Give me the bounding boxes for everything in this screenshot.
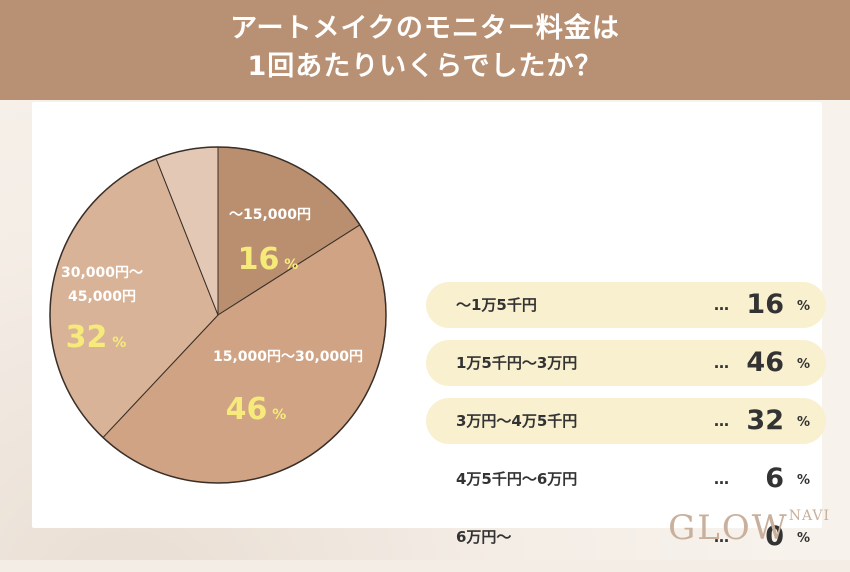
legend-label: 〜1万5千円 xyxy=(456,296,537,314)
legend-row: 3万円〜4万5千円 … 32% xyxy=(426,398,826,444)
pie-outline xyxy=(49,146,387,484)
legend-dots: … xyxy=(714,354,729,372)
legend-row: 6万円〜 … 0% xyxy=(426,514,826,560)
legend-dots: … xyxy=(714,470,729,488)
legend-value: 6 xyxy=(765,463,784,494)
legend-unit: % xyxy=(796,415,810,430)
slice-value-1: 46 % xyxy=(226,392,287,427)
legend-label: 6万円〜 xyxy=(456,528,512,546)
legend-unit: % xyxy=(796,299,810,314)
legend-row: 1万5千円〜3万円 … 46% xyxy=(426,340,826,386)
glow-navi-logo: GLOWNAVI xyxy=(668,508,830,548)
chart-card: 〜15,000円 16 % 15,000円〜30,000円 46 % 30,000円〜 4… xyxy=(32,102,826,552)
legend-label: 4万5千円〜6万円 xyxy=(456,470,578,488)
slice-label-2: 30,000円〜 xyxy=(61,265,143,281)
title-line-1: アートメイクのモニター料金は xyxy=(230,13,620,44)
slice-label-2: 45,000円 xyxy=(68,289,136,305)
legend-dots: … xyxy=(714,412,729,430)
pie-chart: 〜15,000円 16 % 15,000円〜30,000円 46 % 30,000円〜 4… xyxy=(49,146,387,484)
slice-value-2: 32 % xyxy=(66,320,127,355)
legend-unit: % xyxy=(796,357,810,372)
legend-label: 3万円〜4万5千円 xyxy=(456,412,578,430)
legend-unit: % xyxy=(796,531,810,546)
legend-row: 〜1万5千円 … 16% xyxy=(426,282,826,328)
legend-dots: … xyxy=(714,528,729,546)
header-banner: アートメイクのモニター料金は 1回あたりいくらでしたか？ xyxy=(0,0,850,100)
legend-list: 〜1万5千円… 16% 1万5千円〜3万円… 46% 3万円〜4万5千円… 32% 4万5千… xyxy=(426,282,826,572)
legend-value: 46 xyxy=(746,347,784,378)
slice-label-0: 〜15,000円 xyxy=(229,207,311,223)
legend-unit: % xyxy=(796,473,810,488)
legend-label: 1万5千円〜3万円 xyxy=(456,354,578,372)
legend-row: 4万5千円〜6万円 … 6% xyxy=(426,456,826,502)
legend-value: 32 xyxy=(746,405,784,436)
legend-value: 16 xyxy=(746,289,784,320)
legend-value: 0 xyxy=(765,521,784,552)
title-line-2: 1回あたりいくらでしたか？ xyxy=(247,51,603,82)
slice-value-0: 16 % xyxy=(238,242,299,277)
legend-dots: … xyxy=(714,296,729,314)
slice-label-1: 15,000円〜30,000円 xyxy=(213,349,363,365)
